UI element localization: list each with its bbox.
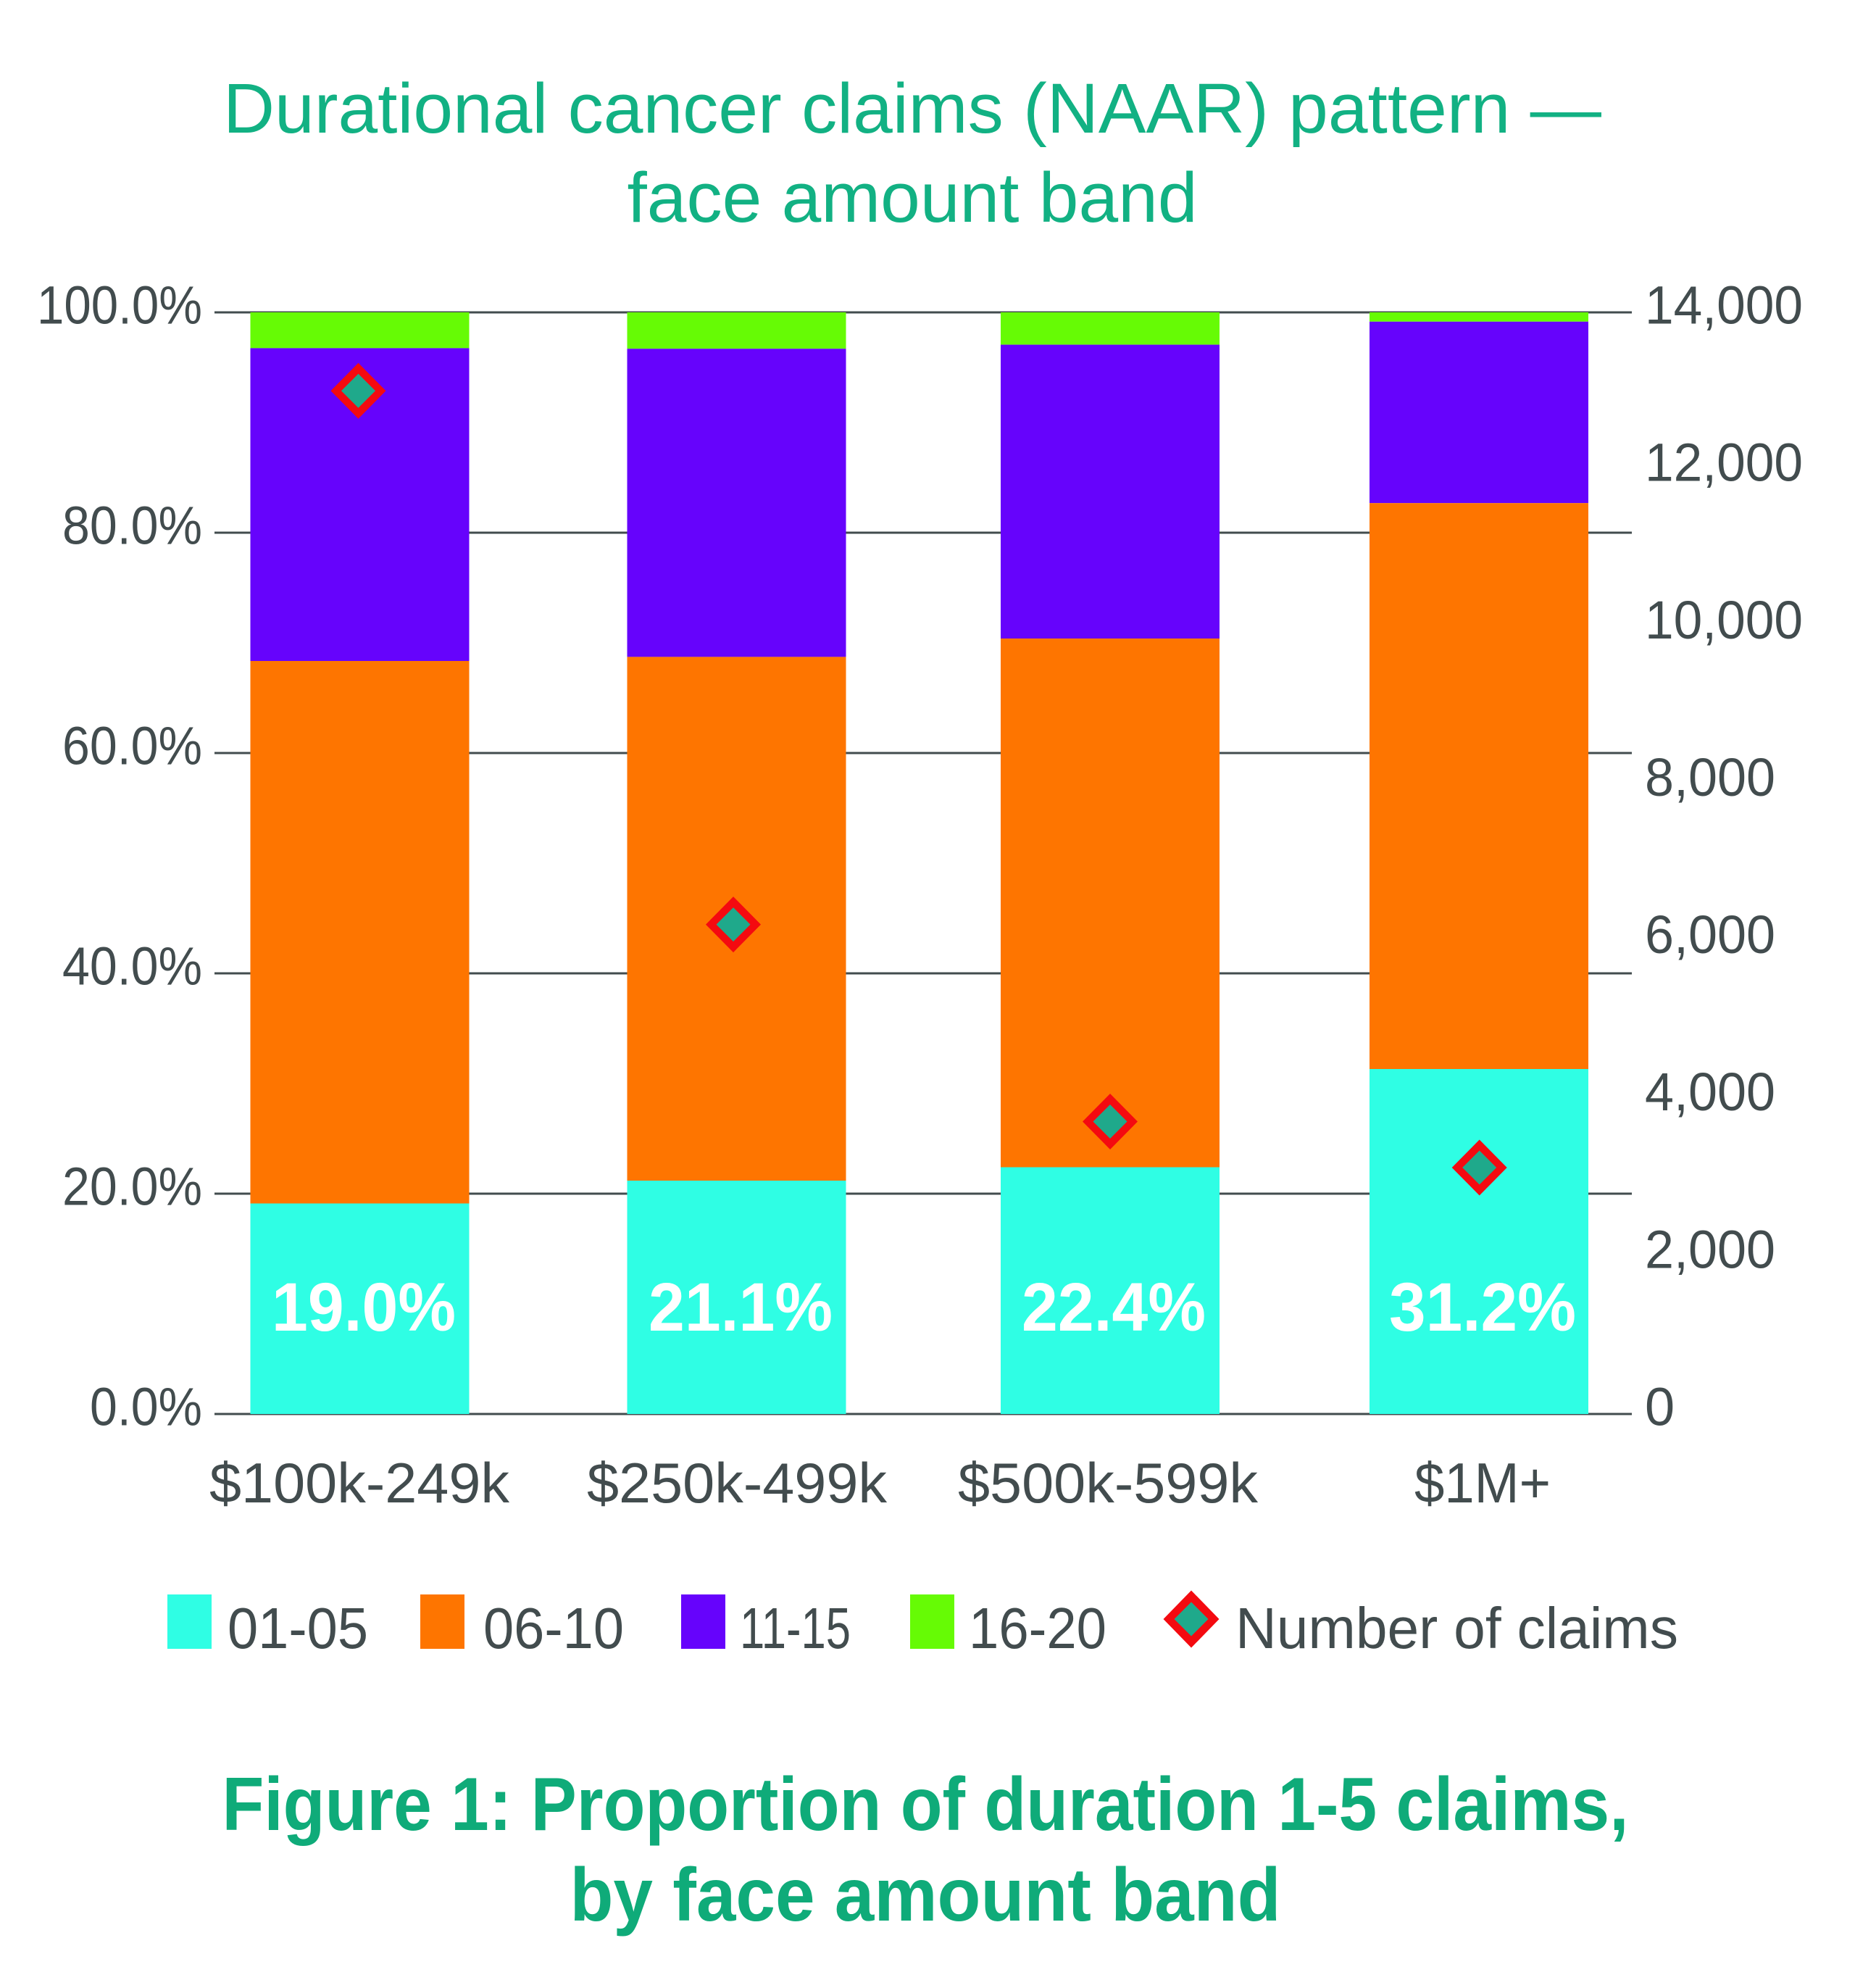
svg-text:10,000: 10,000 (1645, 590, 1803, 650)
svg-text:01-05: 01-05 (228, 1596, 368, 1660)
svg-text:60.0%: 60.0% (62, 716, 202, 776)
svg-text:19.0%: 19.0% (272, 1269, 456, 1346)
svg-text:31.2%: 31.2% (1389, 1269, 1576, 1346)
svg-text:$100k-249k: $100k-249k (209, 1451, 510, 1515)
svg-text:Durational cancer claims (NAAR: Durational cancer claims (NAAR) pattern … (223, 69, 1601, 148)
svg-text:11-15: 11-15 (740, 1596, 851, 1660)
svg-text:06-10: 06-10 (483, 1596, 624, 1660)
svg-text:22.4%: 22.4% (1022, 1269, 1206, 1346)
svg-text:Figure 1: Proportion of durati: Figure 1: Proportion of duration 1-5 cla… (222, 1763, 1629, 1847)
svg-text:40.0%: 40.0% (62, 936, 202, 997)
svg-text:100.0%: 100.0% (37, 275, 202, 336)
svg-text:Number of claims: Number of claims (1235, 1596, 1678, 1660)
svg-text:8,000: 8,000 (1645, 747, 1775, 807)
svg-text:80.0%: 80.0% (62, 496, 202, 556)
svg-text:12,000: 12,000 (1645, 433, 1803, 493)
svg-text:6,000: 6,000 (1645, 904, 1775, 965)
svg-text:20.0%: 20.0% (62, 1157, 202, 1217)
svg-text:0.0%: 0.0% (90, 1377, 202, 1437)
svg-text:by face amount band: by face amount band (570, 1853, 1281, 1937)
svg-text:2,000: 2,000 (1645, 1219, 1775, 1279)
svg-text:0: 0 (1645, 1377, 1675, 1437)
svg-text:14,000: 14,000 (1645, 275, 1803, 336)
svg-text:$500k-599k: $500k-599k (958, 1451, 1259, 1515)
svg-text:4,000: 4,000 (1645, 1062, 1775, 1122)
svg-text:21.1%: 21.1% (649, 1269, 833, 1346)
svg-text:face amount band: face amount band (628, 158, 1198, 237)
svg-text:16-20: 16-20 (969, 1596, 1106, 1660)
svg-text:$1M+: $1M+ (1414, 1451, 1551, 1515)
svg-text:$250k-499k: $250k-499k (587, 1451, 888, 1515)
